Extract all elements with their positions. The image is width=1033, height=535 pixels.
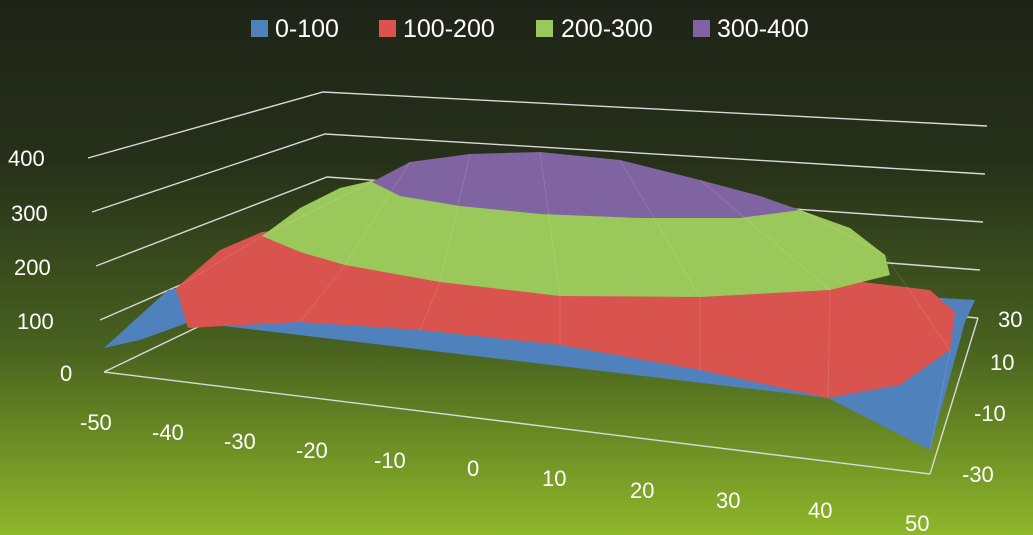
y-tick-label: -10 [974, 401, 1006, 426]
legend-swatch-0-100 [251, 20, 268, 37]
legend-swatch-100-200 [379, 20, 396, 37]
z-tick-label: 100 [17, 309, 54, 334]
x-tick-label: 20 [630, 478, 654, 503]
x-tick-label: -20 [296, 438, 328, 463]
gridline-400 [87, 91, 988, 159]
surface [104, 151, 975, 451]
surface-facets [175, 151, 951, 451]
z-tick-label: 400 [8, 146, 45, 171]
legend-item-200-300: 200-300 [536, 15, 653, 43]
z-tick-label: 300 [11, 201, 48, 226]
y-axis: 30 10 -10 -30 [962, 307, 1022, 487]
legend-label-100-200: 100-200 [403, 15, 495, 43]
legend-swatch-200-300 [536, 20, 553, 37]
z-tick-label: 0 [60, 361, 72, 386]
y-tick-label: 10 [990, 350, 1014, 375]
z-tick-label: 200 [14, 255, 51, 280]
gridline-300 [91, 133, 986, 213]
x-tick-label: -10 [374, 448, 406, 473]
legend-label-0-100: 0-100 [275, 15, 339, 43]
legend-swatch-300-400 [693, 20, 710, 37]
legend-label-300-400: 300-400 [717, 15, 809, 43]
x-tick-label: -30 [224, 429, 256, 454]
surface-band-300-400 [372, 152, 800, 218]
x-tick-label: -40 [152, 420, 184, 445]
legend-item-0-100: 0-100 [251, 15, 339, 43]
x-tick-label: 0 [467, 456, 479, 481]
y-tick-label: -30 [962, 462, 994, 487]
y-tick-label: 30 [998, 307, 1022, 332]
x-tick-label: 40 [808, 498, 832, 523]
legend-label-200-300: 200-300 [561, 15, 653, 43]
x-tick-label: 30 [716, 488, 740, 513]
legend-item-300-400: 300-400 [693, 15, 809, 43]
x-tick-label: 10 [542, 466, 566, 491]
z-axis: 400 300 200 100 0 [8, 146, 72, 386]
legend: 0-100 100-200 200-300 300-400 [251, 15, 809, 43]
x-axis: -50 -40 -30 -20 -10 0 10 20 30 40 50 [80, 410, 929, 535]
legend-item-100-200: 100-200 [379, 15, 495, 43]
floor-front-edge [103, 371, 931, 475]
x-tick-label: -50 [80, 410, 112, 435]
floor-right-edge [929, 317, 979, 475]
x-tick-label: 50 [905, 511, 929, 535]
